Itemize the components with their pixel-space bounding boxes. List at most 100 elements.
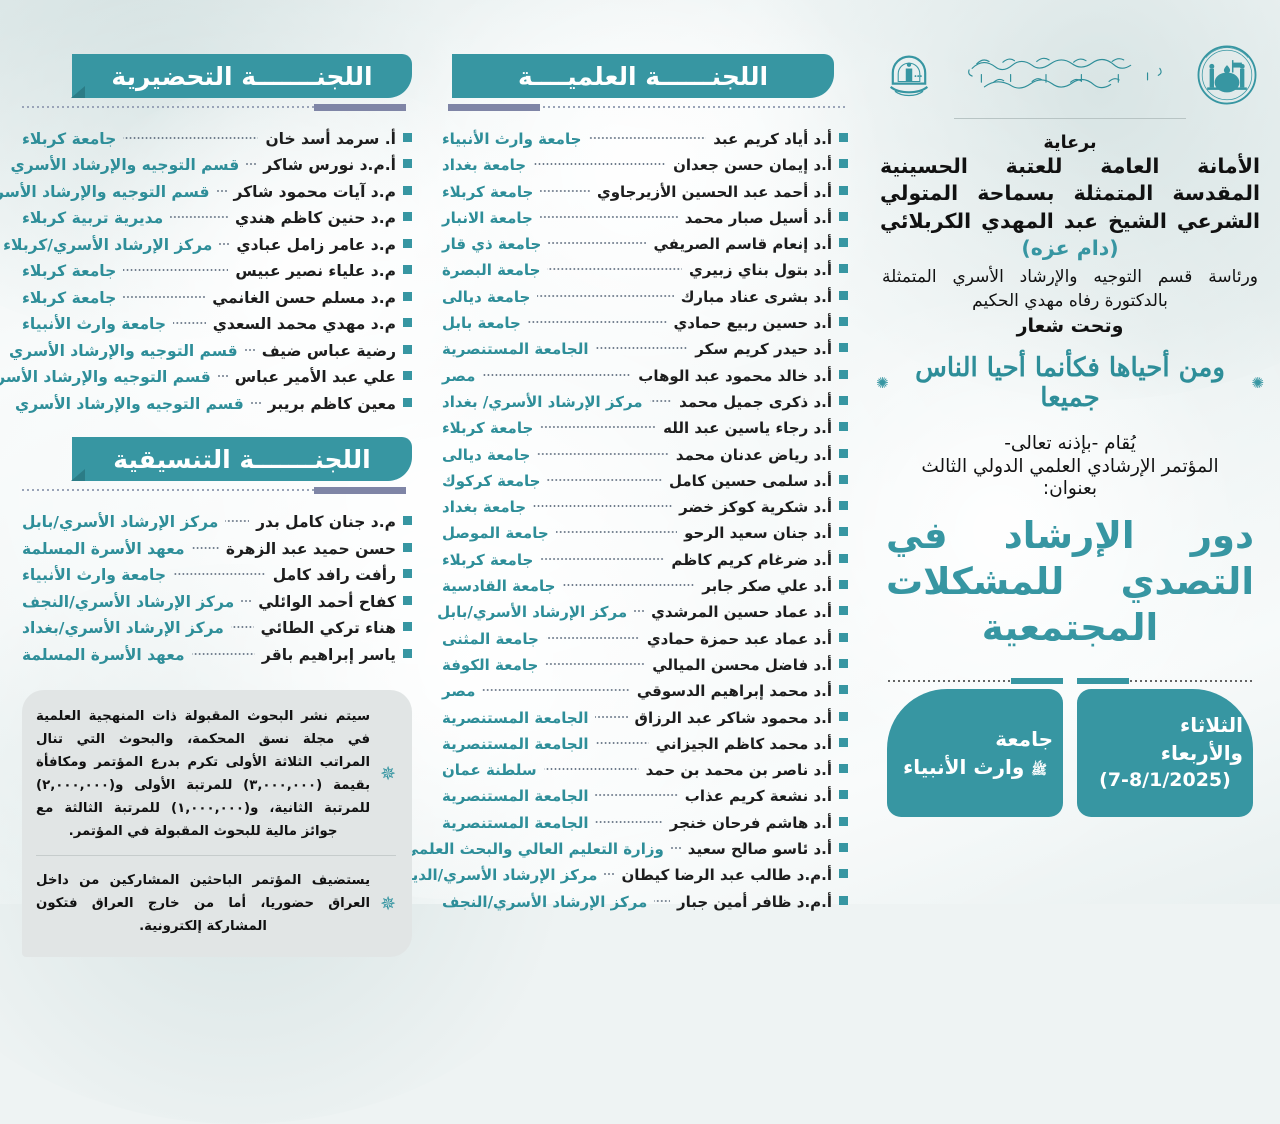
member-name: هناء تركي الطائي <box>260 619 396 638</box>
verse-ornament-right-icon: ✺ <box>1251 374 1264 393</box>
list-item: أ.د علي صكر جابر جامعة القادسية <box>442 573 848 599</box>
verse-text: ومن أحياها فكأنما أحيا الناس جميعا <box>915 353 1226 414</box>
member-affiliation: معهد الأسرة المسلمة <box>22 645 185 664</box>
member-affiliation: الجامعة المستنصرية <box>442 813 589 832</box>
preparatory-committee-title: اللجنـــــــة التحضيرية <box>71 54 412 98</box>
dot-leader <box>123 262 229 277</box>
patronage-authority: الأمانة العامة للعتبة الحسينية المقدسة ا… <box>876 153 1264 263</box>
rule-dots <box>22 488 314 493</box>
member-affiliation: قسم التوجيه والإرشاد الأسري <box>15 394 244 413</box>
member-affiliation: مركز الإرشاد الأسري/النجف <box>442 892 648 911</box>
member-affiliation: مركز الإرشاد الأسري/الديوانية <box>377 866 598 885</box>
patronage-intro: برعاية <box>1043 133 1097 153</box>
member-name: أ.د محمود شاكر عبد الرزاق <box>634 708 832 727</box>
member-name: علي عبد الأمير عباس <box>234 368 396 387</box>
member-affiliation: جامعة وارث الأنبياء <box>442 130 582 148</box>
list-item: أ.د نشعة كريم عذاب الجامعة المستنصرية <box>442 783 848 809</box>
member-affiliation: مركز الإرشاد الأسري/بغداد <box>22 619 224 638</box>
date-box: الثلاثاء والأربعاء (7-8/1/2025) <box>1077 677 1253 817</box>
rule-solid-bar <box>314 103 406 111</box>
dot-leader <box>482 682 630 697</box>
member-name: م.د جنان كامل بدر <box>256 513 396 532</box>
member-affiliation: جامعة القادسية <box>442 577 556 596</box>
list-item: أ.د فاضل محسن الميالي جامعة الكوفة <box>442 652 848 678</box>
bullet-square-icon <box>839 580 848 590</box>
list-item: أ.د رجاء ياسين عبد الله جامعة كربلاء <box>442 415 848 441</box>
list-item: أ.د أياد كريم عبد جامعة وارث الأنبياء <box>442 126 848 152</box>
member-affiliation: مركز الإرشاد الأسري/بابل <box>437 603 628 622</box>
list-item: معين كاظم بريبر قسم التوجيه والإرشاد الأس… <box>15 391 412 417</box>
member-name: أ.د حيدر كريم سكر <box>695 340 832 359</box>
dot-leader <box>543 761 639 776</box>
member-name: أ. سرمد أسد خان <box>265 130 396 148</box>
bullet-square-icon <box>839 869 848 879</box>
note-item: ✵ يستضيف المؤتمر الباحثين المشاركين من دا… <box>36 855 396 939</box>
venue-line1: جامعة <box>995 726 1053 751</box>
dot-leader <box>547 471 662 486</box>
member-name: م.د مهدي محمد السعدي <box>212 315 396 334</box>
bullet-square-icon <box>839 369 848 379</box>
list-item: م.د علياء نصير عبيس جامعة كربلاء <box>22 258 412 284</box>
member-name: أ.د بشرى عناد مبارك <box>680 287 832 306</box>
member-affiliation: الجامعة المستنصرية <box>442 787 589 806</box>
dot-leader <box>588 130 707 144</box>
rule-solid-bar <box>314 486 406 494</box>
scientific-committee-list: أ.د أياد كريم عبد جامعة وارث الأنبياء أ.د … <box>377 126 848 915</box>
member-affiliation: جامعة كربلاء <box>442 182 534 201</box>
member-name: م.د آيات محمود شاكر <box>233 182 396 201</box>
dot-leader <box>250 394 261 409</box>
dot-leader <box>191 539 219 554</box>
patronage-slogan-label: وتحت شعار <box>1016 315 1124 338</box>
member-name: م.د علياء نصير عبيس <box>235 262 396 281</box>
bullet-square-icon <box>839 895 848 905</box>
dot-leader <box>123 130 259 144</box>
member-name: أ.د خالد محمود عبد الوهاب <box>638 366 832 385</box>
date-box-cap-bar <box>1077 678 1129 685</box>
member-name: أ.د إنعام قاسم الصريفي <box>653 235 832 254</box>
list-item: أ. سرمد أسد خان جامعة كربلاء <box>22 126 412 152</box>
date-line3: (7-8/1/2025) <box>1099 769 1231 792</box>
member-name: ياسر إبراهيم باقر <box>261 645 396 664</box>
dot-leader <box>219 235 230 250</box>
date-box-body: الثلاثاء والأربعاء (7-8/1/2025) <box>1077 688 1253 817</box>
list-item: م.د جنان كامل بدر مركز الإرشاد الأسري/باب… <box>22 509 412 535</box>
list-item: ياسر إبراهيم باقر معهد الأسرة المسلمة <box>22 642 412 668</box>
date-box-cap-dots <box>1129 679 1253 684</box>
list-item: م.د حنين كاظم هندي مديرية تربية كربلاء <box>22 205 412 231</box>
scientific-committee-title: اللجنــــــة العلميــــة <box>452 54 834 98</box>
bullet-square-icon <box>403 159 412 169</box>
dot-leader <box>244 341 255 356</box>
bullet-square-icon <box>403 238 412 248</box>
member-name: أ.د رياض عدنان محمد <box>675 445 832 464</box>
bullet-square-icon <box>839 527 848 537</box>
member-name: أ.د بتول بناي زبيري <box>689 261 832 280</box>
bullet-square-icon <box>839 211 848 221</box>
bullet-square-icon <box>403 569 412 579</box>
venue-box-body: جامعة ﷺ وارث الأنبياء <box>887 688 1063 817</box>
list-item: م.د آيات محمود شاكر قسم التوجيه والإرشاد … <box>0 179 412 205</box>
list-item: كفاح أحمد الوائلي مركز الإرشاد الأسري/الن… <box>22 589 412 615</box>
list-item: أ.د رياض عدنان محمد جامعة ديالى <box>442 442 848 468</box>
dot-leader <box>246 156 257 171</box>
event-intro-block: يُقام -بإذنه تعالى- المؤتمر الإرشادي الع… <box>876 433 1264 499</box>
list-item: أ.م.د ظافر أمين جبار مركز الإرشاد الأسري/… <box>442 889 848 915</box>
bullet-square-icon <box>403 371 412 381</box>
date-line1: الثلاثاء <box>1180 713 1243 738</box>
dot-leader <box>482 366 632 381</box>
member-affiliation: مركز الإرشاد الأسري/كربلاء <box>3 235 213 254</box>
note-text: سيتم نشر البحوث المقبولة ذات المنهجية ال… <box>36 709 371 839</box>
rule-dots <box>22 105 314 109</box>
venue-line2-wrap: ﷺ وارث الأنبياء <box>903 753 1047 781</box>
member-affiliation: قسم التوجيه والإرشاد الأسري <box>0 368 211 387</box>
dot-leader <box>173 315 206 330</box>
notes-box: ✵ سيتم نشر البحوث المقبولة ذات المنهجية ا… <box>22 690 412 957</box>
coordination-committee-title: اللجنـــــــة التنسيقية <box>71 437 412 482</box>
dot-leader <box>173 566 266 581</box>
dot-leader <box>216 182 227 197</box>
note-item: ✵ سيتم نشر البحوث المقبولة ذات المنهجية ا… <box>36 706 396 843</box>
member-name: أ.د ئاسو صالح سعيد <box>687 840 832 859</box>
dot-leader <box>562 577 696 592</box>
dot-leader <box>230 619 254 634</box>
list-item: حسن حميد عبد الزهرة معهد الأسرة المسلمة <box>22 536 412 562</box>
bullet-square-icon <box>839 816 848 826</box>
